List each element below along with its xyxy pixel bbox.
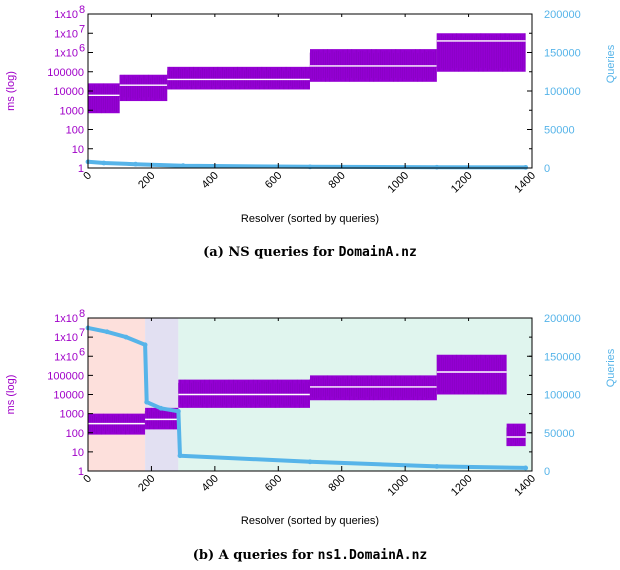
y-right-tick-label: 100000 (544, 390, 581, 402)
queries-point-3 (142, 342, 148, 348)
latency-texture-4 (436, 33, 526, 72)
y-left-tick-label: 100 (66, 428, 84, 440)
y-left-tick-exponent: 6 (79, 346, 85, 358)
y-left-tick-exponent: 7 (79, 327, 85, 339)
y-right-tick-label: 150000 (544, 351, 581, 363)
queries-point-5 (158, 405, 164, 411)
x-tick-label: 400 (200, 473, 221, 494)
caption-code: DomainA.nz (339, 245, 417, 260)
y-left-tick-label: 10 (72, 447, 84, 459)
y-left-tick-exponent: 8 (79, 4, 85, 16)
region-band-0 (88, 318, 146, 471)
x-axis-title: Resolver (sorted by queries) (241, 515, 379, 527)
latency-band-4 (436, 354, 507, 395)
y-left-axis-title: ms (log) (5, 375, 17, 415)
y-left-tick-label: 1000 (60, 409, 84, 421)
y-left-tick-label: 1000 (60, 105, 84, 117)
figure-caption: (b) A queries for ns1.DomainA.nz (193, 548, 427, 563)
queries-point-2 (133, 161, 138, 167)
y-right-tick-label: 100000 (544, 86, 581, 98)
latency-texture-2 (178, 379, 309, 408)
y-left-tick-label: 100 (66, 125, 84, 137)
region-band-1 (145, 318, 179, 471)
y-right-tick-label: 150000 (544, 48, 581, 60)
latency-band-1 (145, 407, 179, 430)
y-left-tick-label: 10000 (53, 390, 84, 402)
y-right-tick-label: 50000 (544, 125, 575, 137)
queries-point-10 (523, 465, 529, 471)
y-left-tick-exponent: 8 (79, 308, 85, 320)
queries-point-3 (180, 163, 186, 169)
x-tick-label: 0 (81, 473, 94, 486)
latency-band-2 (167, 66, 310, 90)
figure-caption: (a) NS queries for DomainA.nz (203, 245, 417, 260)
queries-point-2 (123, 334, 129, 340)
x-tick-label: 800 (326, 170, 347, 191)
y-left-tick-label: 1 (78, 466, 84, 478)
x-tick-label: 200 (136, 473, 157, 494)
x-tick-label: 1400 (512, 170, 538, 196)
queries-point-4 (307, 164, 313, 170)
x-tick-label: 1000 (385, 473, 411, 499)
y-right-tick-label: 200000 (544, 9, 581, 21)
queries-point-6 (175, 408, 181, 414)
queries-point-7 (177, 453, 183, 459)
x-tick-label: 0 (81, 170, 94, 183)
y-left-tick-label: 1x10 (54, 28, 78, 40)
y-left-tick-label: 1 (78, 163, 84, 175)
latency-band-4 (436, 33, 526, 72)
y-left-tick-label: 1x10 (54, 313, 78, 325)
latency-texture-1 (119, 74, 167, 102)
y-left-tick-label: 10000 (53, 86, 84, 98)
queries-point-9 (434, 464, 440, 469)
y-right-axis-title: Queries (605, 348, 617, 387)
caption-prefix: (a) NS queries for (203, 245, 338, 260)
y-left-tick-exponent: 6 (79, 43, 85, 55)
queries-point-6 (523, 164, 529, 170)
y-left-axis-title: ms (log) (5, 71, 17, 111)
x-tick-label: 400 (200, 170, 221, 191)
queries-series-line (87, 159, 526, 170)
x-axis-title: Resolver (sorted by queries) (241, 213, 379, 225)
y-left-tick-exponent: 7 (79, 23, 85, 35)
y-left-tick-label: 1x10 (54, 332, 78, 344)
latency-texture-0 (87, 83, 120, 114)
x-tick-label: 600 (263, 473, 284, 494)
y-left-tick-label: 1x10 (54, 9, 78, 21)
latency-texture-3 (309, 375, 436, 401)
latency-band-0 (88, 83, 120, 114)
x-tick-label: 800 (326, 473, 347, 494)
queries-point-5 (434, 164, 440, 170)
latency-band-5 (506, 423, 526, 447)
y-right-tick-label: 0 (544, 163, 550, 175)
latency-band-1 (119, 74, 168, 102)
y-right-axis-title: Queries (605, 44, 617, 83)
y-left-tick-label: 1x10 (54, 48, 78, 60)
x-tick-label: 1200 (449, 170, 475, 196)
caption-prefix: (b) A queries for (193, 548, 318, 563)
x-tick-label: 200 (136, 170, 157, 191)
x-tick-label: 1400 (512, 473, 538, 499)
y-right-tick-label: 50000 (544, 428, 575, 440)
caption-code: ns1.DomainA.nz (318, 548, 428, 563)
y-left-tick-label: 1x10 (54, 351, 78, 363)
latency-texture-4 (436, 354, 506, 395)
queries-point-4 (144, 399, 150, 405)
x-tick-label: 600 (263, 170, 284, 191)
x-tick-label: 1000 (385, 170, 411, 196)
y-left-tick-label: 10 (72, 144, 84, 156)
x-tick-label: 1200 (449, 473, 475, 499)
queries-point-8 (307, 459, 313, 465)
queries-point-1 (104, 329, 110, 335)
y-right-tick-label: 200000 (544, 313, 581, 325)
y-left-tick-label: 100000 (47, 370, 84, 382)
queries-point-1 (101, 160, 107, 166)
y-left-tick-label: 100000 (47, 67, 84, 79)
y-right-tick-label: 0 (544, 466, 550, 478)
